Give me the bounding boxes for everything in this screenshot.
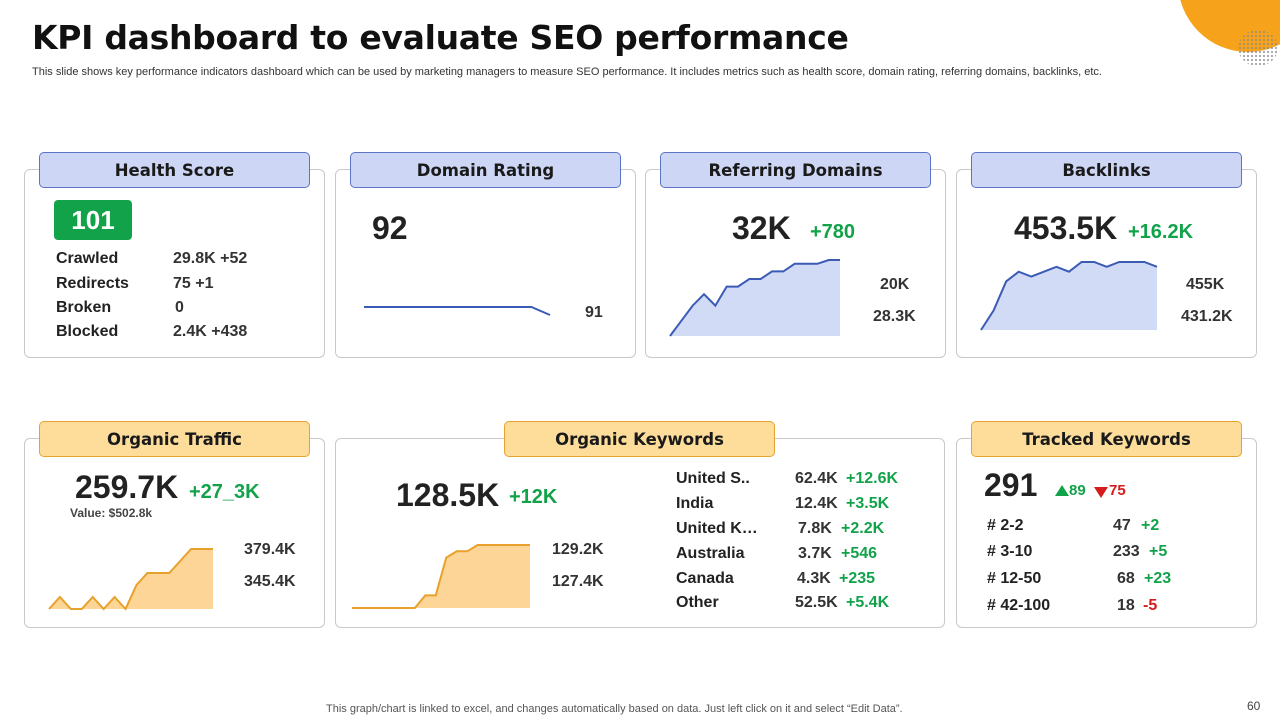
backlinks-chart bbox=[980, 261, 1158, 331]
country-name: Canada bbox=[676, 570, 734, 587]
backlinks-header: Backlinks bbox=[971, 152, 1242, 188]
page-number: 60 bbox=[1247, 699, 1261, 713]
organic-traffic-change: +27_3K bbox=[189, 481, 260, 503]
organic-keywords-value: 128.5K bbox=[396, 477, 500, 513]
organic-traffic-header: Organic Traffic bbox=[39, 421, 310, 457]
health-row-label: Redirects bbox=[56, 275, 129, 292]
down-triangle-icon bbox=[1094, 487, 1108, 498]
referring-domains-value: 32K bbox=[732, 210, 791, 246]
health-score-badge: 101 bbox=[54, 200, 132, 240]
country-value: 12.4K bbox=[795, 495, 838, 512]
backlinks-value: 453.5K bbox=[1014, 210, 1118, 246]
country-name: India bbox=[676, 495, 714, 512]
health-row-value: 2.4K +438 bbox=[173, 323, 248, 340]
country-value: 4.3K bbox=[797, 570, 831, 587]
backlinks-min-label: 431.2K bbox=[1181, 308, 1233, 325]
tracked-row-range: # 12-50 bbox=[987, 570, 1042, 587]
country-value: 3.7K bbox=[798, 545, 832, 562]
footer-note: This graph/chart is linked to excel, and… bbox=[326, 703, 903, 715]
organic-traffic-max-label: 379.4K bbox=[244, 541, 296, 558]
organic-keywords-chart bbox=[352, 544, 530, 609]
health-row-label: Broken bbox=[56, 299, 112, 316]
tracked-keywords-down: 75 bbox=[1109, 482, 1126, 499]
domain-rating-header: Domain Rating bbox=[350, 152, 621, 188]
country-name: United S.. bbox=[676, 470, 750, 487]
backlinks-change: +16.2K bbox=[1128, 221, 1194, 243]
country-value: 7.8K bbox=[798, 520, 832, 537]
tracked-row-range: # 3-10 bbox=[987, 543, 1033, 560]
health-score-card: 101 Crawled 29.8K +52 Redirects 75 +1 Br… bbox=[24, 169, 325, 358]
tracked-keywords-up: 89 bbox=[1069, 482, 1086, 499]
organic-keywords-card: 128.5K +12K 129.2K 127.4K United S.. 62.… bbox=[335, 438, 945, 628]
tracked-keywords-header: Tracked Keywords bbox=[971, 421, 1242, 457]
tracked-row-value: 68 bbox=[1117, 570, 1135, 587]
tracked-row-value: 233 bbox=[1113, 543, 1140, 560]
organic-traffic-chart bbox=[48, 548, 213, 611]
organic_traffic-line bbox=[48, 548, 213, 611]
domain_rating-line bbox=[364, 306, 551, 316]
organic-traffic-min-label: 345.4K bbox=[244, 573, 296, 590]
country-change: +2.2K bbox=[841, 520, 885, 537]
tracked-row-value: 47 bbox=[1113, 517, 1131, 534]
organic-keywords-min-label: 127.4K bbox=[552, 573, 604, 590]
decorative-dot-pattern bbox=[1238, 30, 1278, 66]
backlinks-card: 453.5K +16.2K 455K 431.2K bbox=[956, 169, 1257, 358]
tracked-keywords-card: 291 89 75 # 2-2 47 +2 # 3-10 233 +5 # 12… bbox=[956, 438, 1257, 628]
country-name: Australia bbox=[676, 545, 745, 562]
country-change: +235 bbox=[839, 570, 876, 587]
country-change: +12.6K bbox=[846, 470, 899, 487]
health-row-value: 0 bbox=[175, 299, 184, 316]
tracked-row-range: # 2-2 bbox=[987, 517, 1024, 534]
health-row-label: Blocked bbox=[56, 323, 119, 340]
page-subtitle: This slide shows key performance indicat… bbox=[32, 66, 1102, 78]
health-row-value: 29.8K +52 bbox=[173, 250, 248, 267]
domain-rating-chart bbox=[364, 306, 551, 316]
referring-domains-chart bbox=[669, 259, 840, 337]
organic_keywords-line bbox=[352, 544, 530, 609]
country-change: +5.4K bbox=[846, 594, 890, 611]
backlinks-area bbox=[981, 262, 1157, 330]
organic-keywords-header: Organic Keywords bbox=[504, 421, 775, 457]
country-change: +546 bbox=[841, 545, 878, 562]
tracked-row-change: +2 bbox=[1141, 517, 1160, 534]
health-row-label: Crawled bbox=[56, 250, 119, 267]
referring-domains-min-label: 28.3K bbox=[873, 308, 916, 325]
country-value: 62.4K bbox=[795, 470, 838, 487]
referring-domains-header: Referring Domains bbox=[660, 152, 931, 188]
referring-domains-card: 32K +780 20K 28.3K bbox=[645, 169, 946, 358]
tracked-row-change: +23 bbox=[1144, 570, 1172, 587]
health-score-header: Health Score bbox=[39, 152, 310, 188]
domain-rating-card: 92 91 bbox=[335, 169, 636, 358]
backlinks-line bbox=[980, 261, 1158, 331]
country-change: +3.5K bbox=[846, 495, 890, 512]
referring_domains-line bbox=[669, 259, 840, 337]
tracked-row-range: # 42-100 bbox=[987, 597, 1051, 614]
organic_traffic-area bbox=[49, 549, 213, 609]
health-row-value: 75 +1 bbox=[173, 275, 214, 292]
organic-traffic-value: 259.7K bbox=[75, 469, 179, 505]
page-title: KPI dashboard to evaluate SEO performanc… bbox=[32, 18, 849, 57]
organic-keywords-max-label: 129.2K bbox=[552, 541, 604, 558]
tracked-keywords-value: 291 bbox=[984, 467, 1038, 503]
country-name: United K… bbox=[676, 520, 758, 537]
up-triangle-icon bbox=[1055, 485, 1069, 496]
tracked-row-change: -5 bbox=[1143, 597, 1158, 614]
country-name: Other bbox=[676, 594, 719, 611]
tracked-row-change: +5 bbox=[1149, 543, 1168, 560]
domain-rating-end-label: 91 bbox=[585, 304, 603, 321]
tracked-row-value: 18 bbox=[1117, 597, 1135, 614]
organic-traffic-card: 259.7K +27_3K Value: $502.8k 379.4K 345.… bbox=[24, 438, 325, 628]
referring_domains-area bbox=[670, 260, 840, 336]
organic-traffic-value-note: Value: $502.8k bbox=[70, 506, 153, 520]
country-value: 52.5K bbox=[795, 594, 838, 611]
domain-rating-value: 92 bbox=[372, 210, 408, 246]
referring-domains-max-label: 20K bbox=[880, 276, 910, 293]
referring-domains-change: +780 bbox=[810, 221, 856, 243]
organic-keywords-change: +12K bbox=[509, 486, 558, 508]
backlinks-max-label: 455K bbox=[1186, 276, 1225, 293]
